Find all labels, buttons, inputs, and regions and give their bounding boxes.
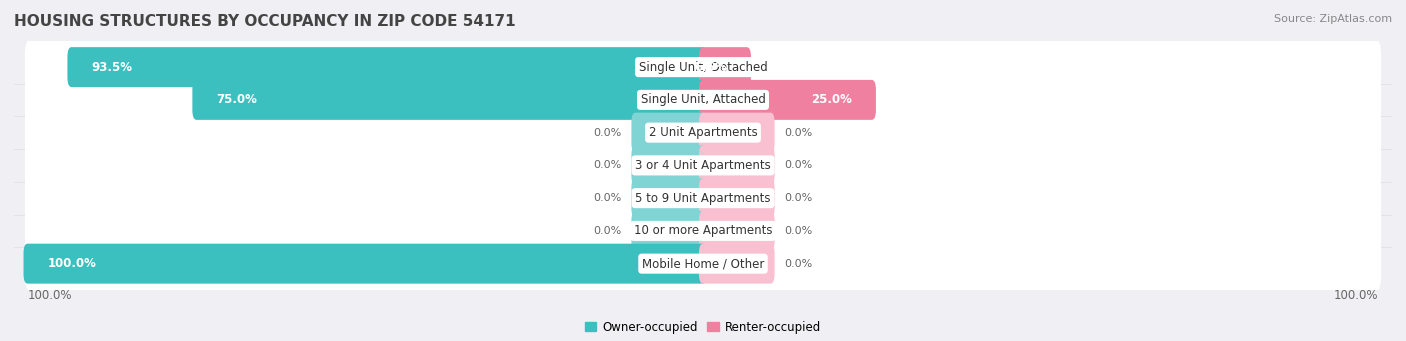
Text: 0.0%: 0.0% <box>593 226 621 236</box>
FancyBboxPatch shape <box>631 178 707 218</box>
FancyBboxPatch shape <box>699 80 876 120</box>
FancyBboxPatch shape <box>25 235 1381 292</box>
FancyBboxPatch shape <box>25 169 1381 227</box>
Text: 6.5%: 6.5% <box>693 61 727 74</box>
FancyBboxPatch shape <box>631 145 707 186</box>
FancyBboxPatch shape <box>699 244 775 284</box>
Text: 100.0%: 100.0% <box>1334 289 1378 302</box>
Text: 0.0%: 0.0% <box>785 193 813 203</box>
Legend: Owner-occupied, Renter-occupied: Owner-occupied, Renter-occupied <box>579 316 827 339</box>
FancyBboxPatch shape <box>699 113 775 153</box>
FancyBboxPatch shape <box>25 104 1381 161</box>
FancyBboxPatch shape <box>631 211 707 251</box>
FancyBboxPatch shape <box>699 178 775 218</box>
FancyBboxPatch shape <box>699 211 775 251</box>
Text: 0.0%: 0.0% <box>593 193 621 203</box>
FancyBboxPatch shape <box>67 47 707 87</box>
FancyBboxPatch shape <box>25 203 1381 260</box>
FancyBboxPatch shape <box>193 80 707 120</box>
Text: HOUSING STRUCTURES BY OCCUPANCY IN ZIP CODE 54171: HOUSING STRUCTURES BY OCCUPANCY IN ZIP C… <box>14 14 516 29</box>
Text: 0.0%: 0.0% <box>593 128 621 138</box>
Text: Single Unit, Attached: Single Unit, Attached <box>641 93 765 106</box>
Text: 75.0%: 75.0% <box>217 93 257 106</box>
FancyBboxPatch shape <box>24 244 707 284</box>
FancyBboxPatch shape <box>631 113 707 153</box>
Text: 93.5%: 93.5% <box>91 61 132 74</box>
Text: 0.0%: 0.0% <box>785 128 813 138</box>
FancyBboxPatch shape <box>699 145 775 186</box>
Text: 0.0%: 0.0% <box>785 160 813 170</box>
Text: 2 Unit Apartments: 2 Unit Apartments <box>648 126 758 139</box>
FancyBboxPatch shape <box>25 39 1381 95</box>
FancyBboxPatch shape <box>25 137 1381 194</box>
Text: 0.0%: 0.0% <box>785 258 813 269</box>
Text: 100.0%: 100.0% <box>48 257 97 270</box>
Text: 25.0%: 25.0% <box>811 93 852 106</box>
Text: 0.0%: 0.0% <box>593 160 621 170</box>
FancyBboxPatch shape <box>25 71 1381 128</box>
Text: 10 or more Apartments: 10 or more Apartments <box>634 224 772 237</box>
Text: 100.0%: 100.0% <box>28 289 72 302</box>
Text: 3 or 4 Unit Apartments: 3 or 4 Unit Apartments <box>636 159 770 172</box>
Text: Single Unit, Detached: Single Unit, Detached <box>638 61 768 74</box>
Text: Mobile Home / Other: Mobile Home / Other <box>641 257 765 270</box>
Text: 5 to 9 Unit Apartments: 5 to 9 Unit Apartments <box>636 192 770 205</box>
Text: 0.0%: 0.0% <box>785 226 813 236</box>
FancyBboxPatch shape <box>699 47 751 87</box>
Text: Source: ZipAtlas.com: Source: ZipAtlas.com <box>1274 14 1392 24</box>
